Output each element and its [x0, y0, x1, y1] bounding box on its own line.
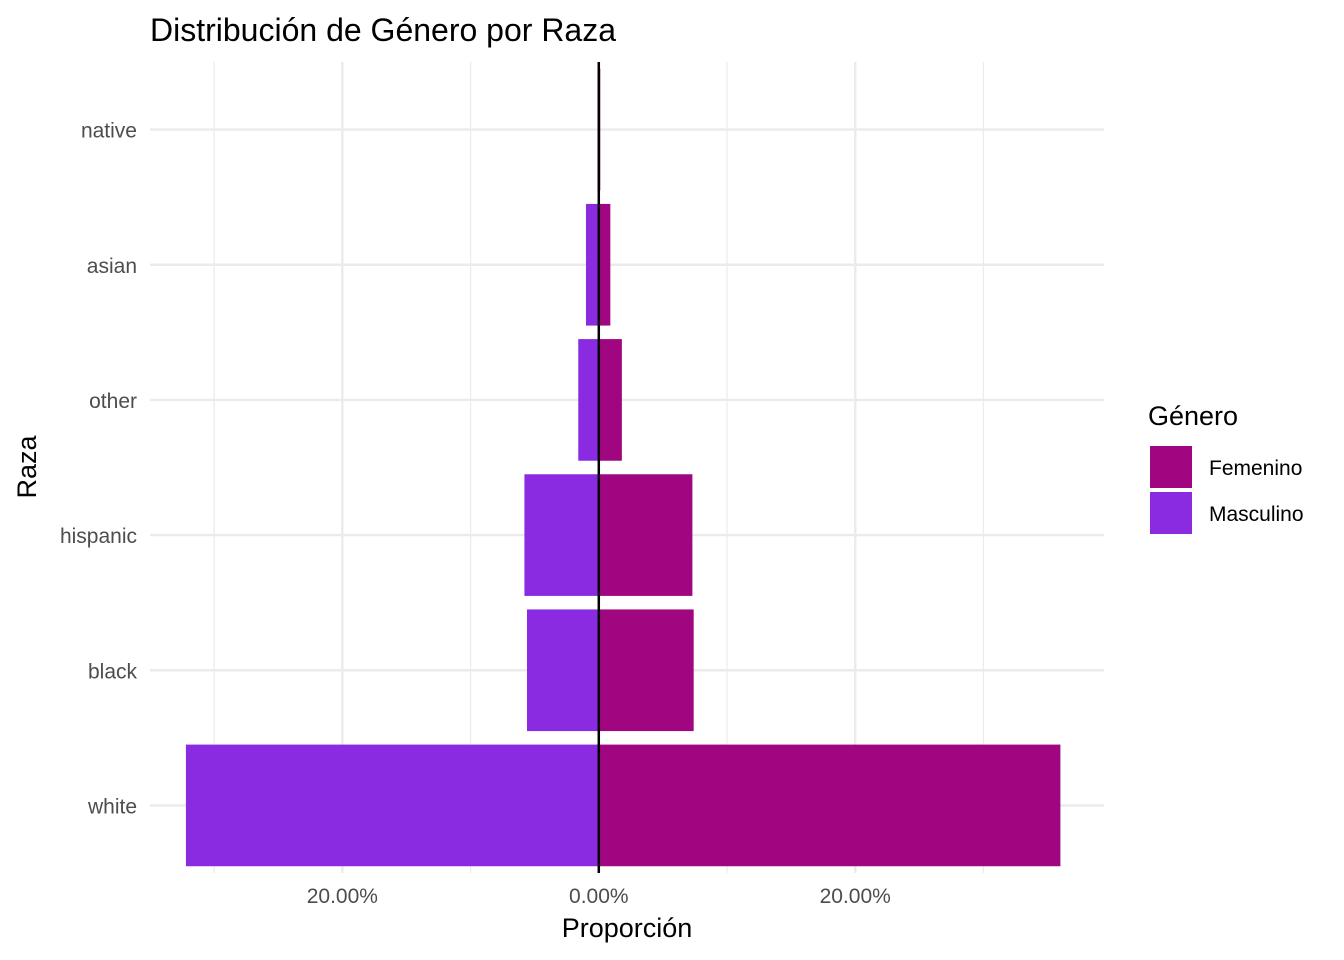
y-tick-label-hispanic: hispanic: [60, 525, 137, 548]
bar-femenino-other: [598, 339, 622, 461]
x-tick-label: 0.00%: [569, 885, 629, 908]
bar-masculino-asian: [585, 203, 599, 326]
bars: [185, 68, 1061, 867]
y-tick-labels: white black hispanic other asian native: [60, 120, 138, 819]
legend-swatch-masculino: [1150, 492, 1192, 534]
x-axis-title: Proporción: [562, 913, 693, 943]
x-tick-label: 20.00%: [820, 885, 891, 908]
legend-items: Femenino Masculino: [1150, 446, 1304, 534]
chart-title: Distribución de Género por Raza: [150, 12, 616, 48]
legend-title: Género: [1148, 401, 1238, 431]
y-tick-label-white: white: [87, 795, 137, 818]
bar-femenino-white: [598, 744, 1061, 867]
legend-label-masculino: Masculino: [1209, 503, 1304, 526]
y-tick-label-asian: asian: [87, 255, 137, 278]
bar-masculino-hispanic: [524, 474, 599, 596]
bar-masculino-black: [526, 609, 599, 732]
bar-femenino-asian: [598, 203, 611, 326]
y-tick-label-other: other: [89, 390, 137, 413]
x-tick-label: 20.00%: [307, 885, 378, 908]
legend-label-femenino: Femenino: [1209, 457, 1302, 480]
legend-swatch-femenino: [1150, 446, 1192, 488]
bar-masculino-other: [578, 339, 599, 461]
bar-femenino-black: [598, 609, 694, 732]
legend: Género Femenino Masculino: [1148, 401, 1304, 534]
bar-femenino-hispanic: [598, 474, 693, 596]
x-tick-labels: 20.00% 0.00% 20.00%: [307, 885, 891, 908]
y-axis-title: Raza: [12, 435, 42, 499]
bar-masculino-white: [185, 744, 599, 867]
y-tick-label-native: native: [81, 120, 137, 143]
y-tick-label-black: black: [88, 660, 138, 683]
